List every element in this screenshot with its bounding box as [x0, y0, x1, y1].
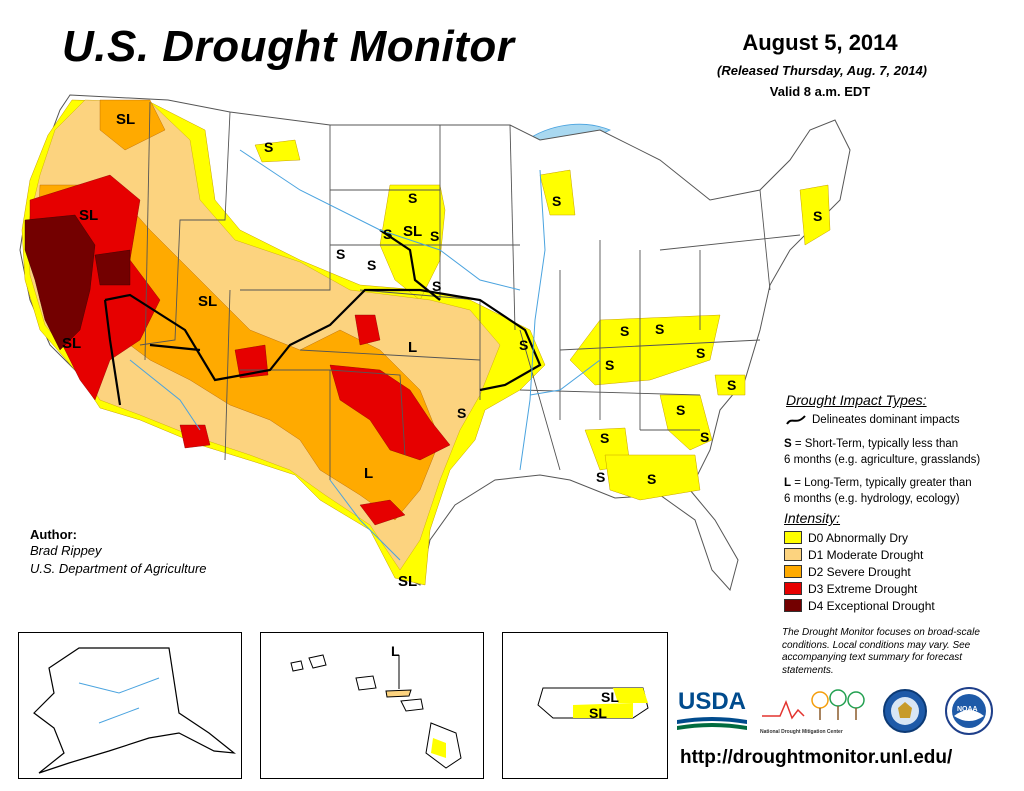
intensity-d4: D4 Exceptional Drought: [784, 597, 935, 614]
usda-logo-text: USDA: [677, 688, 746, 715]
intensity-d1: D1 Moderate Drought: [784, 546, 923, 563]
map-label-s-nd1: S: [408, 190, 418, 206]
map-label-s-va: S: [696, 345, 706, 361]
author-name: Brad Rippey: [30, 543, 102, 558]
map-label-s-wi: S: [552, 193, 562, 209]
map-label-sl-nca: SL: [79, 207, 99, 224]
d4-label: D4 Exceptional Drought: [808, 598, 935, 613]
map-label-s-al: S: [596, 469, 606, 485]
d1-label: D1 Moderate Drought: [808, 547, 924, 562]
map-label-s-ne: S: [432, 278, 442, 294]
noaa-logo: NOAA: [944, 686, 994, 736]
valid-time: Valid 8 a.m. EDT: [769, 84, 871, 99]
map-label-s-sd3: S: [367, 257, 377, 273]
map-label-sl-or: SL: [116, 111, 136, 128]
long-term-code: L: [784, 477, 792, 489]
map-label-sl-tx: SL: [398, 573, 418, 590]
usda-logo: USDA: [677, 688, 747, 734]
long-term-line1: L = Long-Term, typically greater than: [784, 475, 972, 491]
intensity-d2: D2 Severe Drought: [784, 563, 911, 580]
map-label-s-oh: S: [457, 405, 467, 421]
delineates-label: Delineates dominant impacts: [812, 414, 960, 426]
short-term-desc: = Short-Term, typically less than: [791, 438, 959, 450]
map-label-s-ga: S: [600, 430, 610, 446]
d3-swatch: [784, 582, 802, 595]
short-term-code: S: [784, 438, 792, 450]
map-label-l-ks: L: [408, 339, 418, 356]
map-label-sl-ut: SL: [198, 293, 218, 310]
map-label-s-sc1: S: [676, 402, 686, 418]
d0-label: D0 Abnormally Dry: [808, 530, 909, 545]
hawaii-map: [290, 654, 462, 769]
long-term-desc: = Long-Term, typically greater than: [791, 477, 972, 489]
d0-swatch: [784, 531, 802, 544]
d4-areas: [24, 214, 131, 351]
author-org: U.S. Department of Agriculture: [30, 561, 207, 576]
delineation-line-icon: [786, 415, 806, 425]
d2-label: D2 Severe Drought: [808, 564, 911, 579]
map-label-l-tx: L: [364, 465, 374, 482]
usda-wave-icon: [677, 717, 747, 730]
puerto-rico-map: [537, 687, 649, 719]
map-label-sl-pr2: SL: [589, 705, 607, 721]
map-label-s-mt: S: [264, 139, 274, 155]
impact-boundaries: [103, 229, 542, 406]
puerto-rico-inset: SL SL: [502, 632, 668, 779]
map-label-l-hi: L: [391, 643, 400, 659]
d1-swatch: [784, 548, 802, 561]
map-label-s-ky2: S: [655, 321, 665, 337]
hawaii-inset: L: [260, 632, 484, 779]
noaa-logo-text: NOAA: [957, 706, 978, 713]
ndmc-logo-text: National Drought Mitigation Center: [760, 729, 843, 735]
intensity-d0: D0 Abnormally Dry: [784, 529, 908, 546]
ndmc-trees-icon: [762, 689, 865, 720]
alaska-inset: [18, 632, 242, 779]
disclaimer-note: The Drought Monitor focuses on broad-sca…: [782, 627, 980, 676]
map-label-sl-sca: SL: [62, 335, 82, 352]
map-label-s-nd2: S: [383, 226, 393, 242]
map-label-s-tn: S: [605, 357, 615, 373]
map-label-s-ia: S: [519, 337, 529, 353]
rivers: [129, 149, 601, 561]
map-label-s-ky1: S: [620, 323, 630, 339]
d4-swatch: [784, 599, 802, 612]
author-heading: Author:: [30, 527, 77, 542]
intensity-heading: Intensity:: [784, 510, 841, 526]
map-label-s-sd2: S: [336, 246, 346, 262]
alaska-map: [33, 647, 236, 774]
commerce-seal-icon: [883, 689, 927, 733]
map-label-s-sc2: S: [700, 429, 710, 445]
ndmc-logo: National Drought Mitigation Center: [760, 688, 875, 735]
intensity-d3: D3 Extreme Drought: [784, 580, 917, 597]
map-label-s-nc: S: [727, 377, 737, 393]
d2-swatch: [784, 565, 802, 578]
map-date: August 5, 2014: [742, 30, 898, 55]
release-date: (Released Thursday, Aug. 7, 2014): [717, 63, 927, 78]
map-title: U.S. Drought Monitor: [62, 22, 515, 71]
short-term-line2: 6 months (e.g. agriculture, grasslands): [784, 454, 981, 466]
map-label-sl-pr1: SL: [601, 689, 619, 705]
short-term-line1: S = Short-Term, typically less than: [784, 436, 958, 452]
map-label-s-ne-us: S: [813, 208, 823, 224]
noaa-seal-icon: [945, 687, 993, 735]
d3-label: D3 Extreme Drought: [808, 581, 918, 596]
map-label-s-fl: S: [647, 471, 657, 487]
impact-types-heading: Drought Impact Types:: [786, 392, 927, 408]
website-url[interactable]: http://droughtmonitor.unl.edu/: [680, 747, 953, 768]
map-label-sl-nd: SL: [403, 223, 423, 240]
map-label-s-sd1: S: [430, 228, 440, 244]
long-term-line2: 6 months (e.g. hydrology, ecology): [784, 493, 960, 505]
